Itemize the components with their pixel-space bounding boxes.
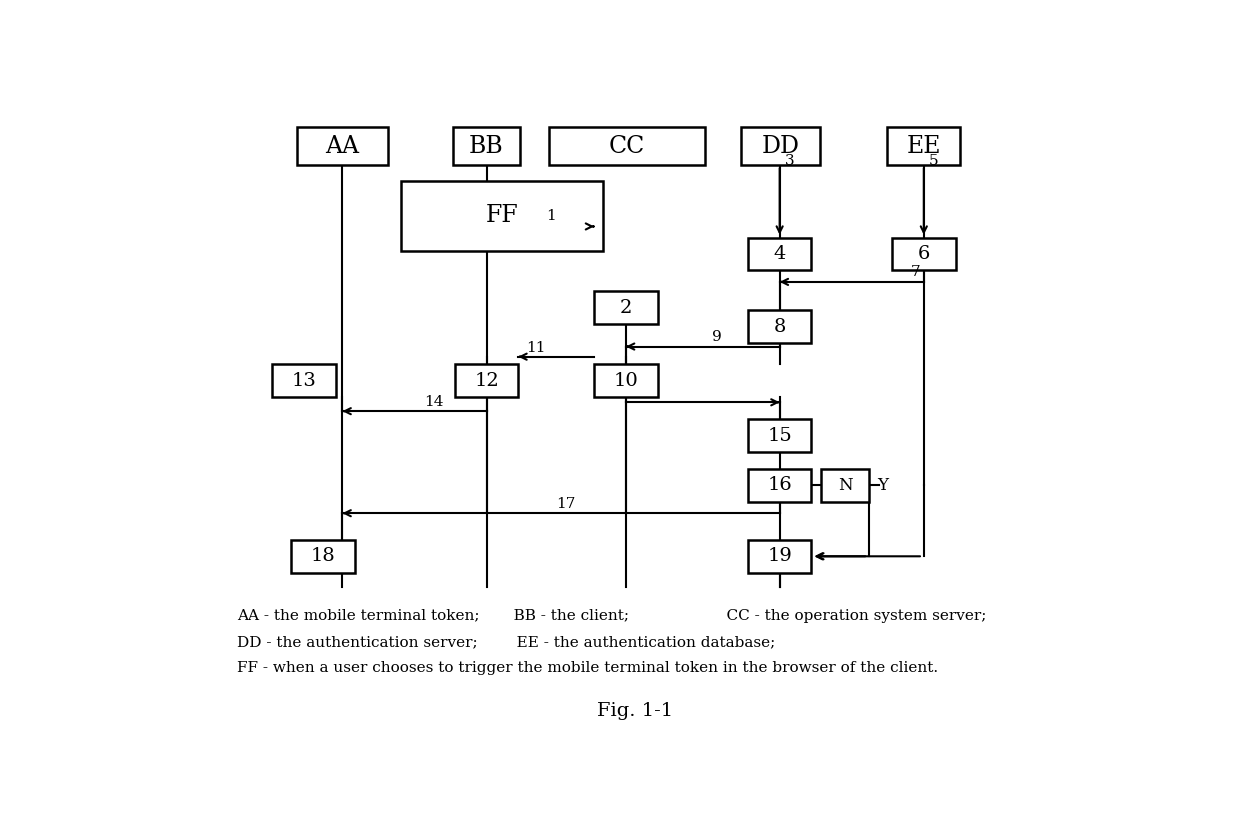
FancyBboxPatch shape (594, 365, 657, 398)
Text: DD: DD (761, 135, 800, 158)
Text: 6: 6 (918, 245, 930, 263)
Text: 4: 4 (774, 245, 786, 263)
Text: 5: 5 (929, 155, 939, 169)
FancyBboxPatch shape (748, 469, 811, 502)
Text: 11: 11 (526, 342, 546, 356)
Text: N: N (838, 477, 852, 494)
Text: Fig. 1-1: Fig. 1-1 (598, 702, 673, 720)
FancyBboxPatch shape (401, 181, 603, 251)
Text: 9: 9 (713, 330, 722, 344)
Text: 12: 12 (474, 372, 498, 390)
FancyBboxPatch shape (298, 128, 388, 165)
Text: 8: 8 (774, 318, 786, 336)
Text: 10: 10 (614, 372, 639, 390)
Text: 18: 18 (311, 547, 336, 565)
FancyBboxPatch shape (455, 365, 518, 398)
Text: 3: 3 (785, 155, 794, 169)
Text: 7: 7 (910, 265, 920, 279)
FancyBboxPatch shape (594, 291, 657, 324)
Text: FF - when a user chooses to trigger the mobile terminal token in the browser of : FF - when a user chooses to trigger the … (237, 661, 937, 675)
Text: Y: Y (877, 477, 888, 494)
FancyBboxPatch shape (273, 365, 336, 398)
FancyBboxPatch shape (748, 540, 811, 573)
Text: 13: 13 (291, 372, 316, 390)
Text: FF: FF (486, 204, 518, 227)
FancyBboxPatch shape (748, 420, 811, 453)
FancyBboxPatch shape (291, 540, 355, 573)
Text: BB: BB (469, 135, 503, 158)
FancyBboxPatch shape (821, 469, 869, 502)
FancyBboxPatch shape (549, 128, 704, 165)
FancyBboxPatch shape (888, 128, 960, 165)
Text: AA - the mobile terminal token;       BB - the client;                    CC - t: AA - the mobile terminal token; BB - the… (237, 609, 986, 623)
FancyBboxPatch shape (892, 238, 956, 271)
Text: DD - the authentication server;        EE - the authentication database;: DD - the authentication server; EE - the… (237, 635, 775, 649)
FancyBboxPatch shape (453, 128, 521, 165)
Text: 1: 1 (547, 209, 557, 223)
Text: AA: AA (325, 135, 360, 158)
Text: 14: 14 (424, 395, 444, 409)
Text: 16: 16 (768, 477, 792, 495)
Text: CC: CC (609, 135, 645, 158)
Text: 17: 17 (557, 496, 575, 510)
FancyBboxPatch shape (748, 310, 811, 343)
FancyBboxPatch shape (742, 128, 820, 165)
Text: 15: 15 (768, 427, 792, 445)
FancyBboxPatch shape (748, 238, 811, 271)
Text: 2: 2 (620, 299, 632, 317)
Text: 19: 19 (768, 547, 792, 565)
Text: EE: EE (906, 135, 941, 158)
